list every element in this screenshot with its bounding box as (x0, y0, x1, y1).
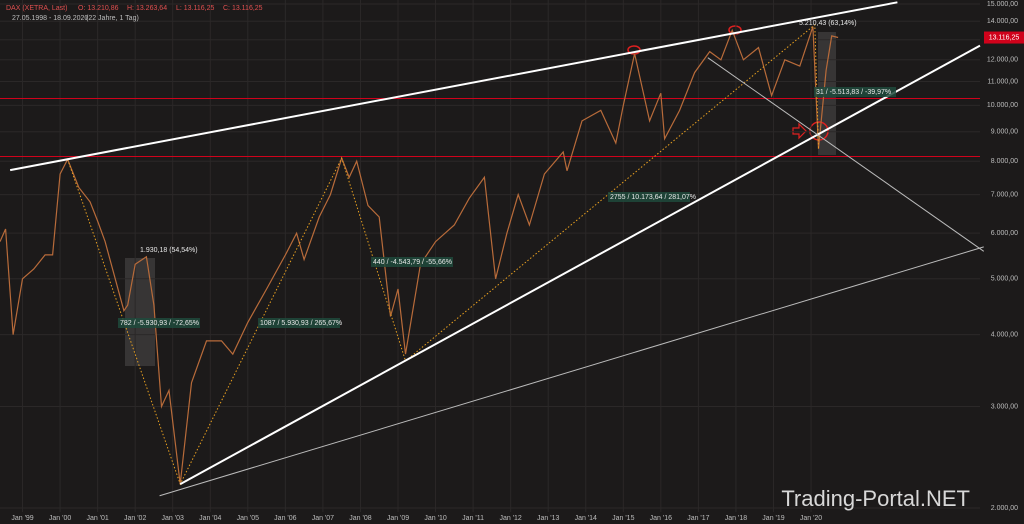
trend-line (159, 246, 984, 497)
ohlc: L: 13.116,25 (176, 5, 215, 12)
x-tick-label: Jan '14 (575, 515, 597, 522)
annotation-box (608, 192, 690, 202)
x-tick-label: Jan '15 (612, 515, 634, 522)
annotation: 782 / -5.930,93 / -72,65% (120, 320, 199, 327)
y-tick-label: 8.000,00 (991, 158, 1018, 165)
x-tick-label: Jan '16 (650, 515, 672, 522)
x-tick-label: Jan '06 (274, 515, 296, 522)
ohlc: O: 13.210,86 (78, 5, 119, 12)
annotation: 5.210,43 (63,14%) (799, 20, 857, 27)
price-tag (984, 31, 1024, 44)
x-tick-label: Jan '07 (312, 515, 334, 522)
y-tick-label: 6.000,00 (991, 230, 1018, 237)
x-tick-label: Jan '18 (725, 515, 747, 522)
trend-line (179, 44, 981, 486)
ohlc: C: 13.116,25 (223, 5, 263, 12)
y-tick-label: 7.000,00 (991, 191, 1018, 198)
x-tick-label: Jan '01 (86, 515, 108, 522)
y-tick-label: 11.000,00 (987, 78, 1018, 85)
price-tag-label: 13.116,25 (989, 34, 1020, 41)
y-tick-label: 10.000,00 (987, 102, 1018, 109)
x-tick-label: Jan '19 (762, 515, 784, 522)
y-tick-label: 2.000,00 (991, 505, 1018, 512)
y-tick-label: 5.000,00 (991, 276, 1018, 283)
range: 27.05.1998 - 18.09.2020 (12, 15, 88, 22)
annotation-box (118, 318, 200, 328)
annotation: 31 / -5.513,83 / -39,97% (816, 89, 891, 96)
annotation-box (258, 318, 340, 328)
x-tick-label: Jan '04 (199, 515, 221, 522)
trend-line (9, 1, 898, 172)
watermark: Trading-Portal.NET (781, 486, 970, 511)
x-tick-label: Jan '13 (537, 515, 559, 522)
y-tick-label: 12.000,00 (987, 57, 1018, 64)
x-tick-label: Jan '11 (462, 515, 484, 522)
x-tick-label: Jan '08 (349, 515, 371, 522)
annotation: 2755 / 10.173,64 / 281,07% (610, 194, 696, 201)
span: (22 Jahre, 1 Tag) (86, 15, 139, 22)
x-tick-label: Jan '99 (11, 515, 33, 522)
y-tick-label: 3.000,00 (991, 403, 1018, 410)
price-line (0, 26, 839, 485)
y-tick-label: 4.000,00 (991, 331, 1018, 338)
x-tick-label: Jan '03 (162, 515, 184, 522)
x-tick-label: Jan '00 (49, 515, 71, 522)
x-tick-label: Jan '02 (124, 515, 146, 522)
ohlc: H: 13.263,64 (127, 5, 167, 12)
annotation-box (814, 87, 896, 97)
trend-line (707, 57, 985, 252)
symbol: DAX (XETRA, Last) (6, 5, 67, 12)
x-tick-label: Jan '17 (687, 515, 709, 522)
x-tick-label: Jan '10 (424, 515, 446, 522)
x-tick-label: Jan '20 (800, 515, 822, 522)
y-tick-label: 9.000,00 (991, 129, 1018, 136)
annotation: 1087 / 5.930,93 / 265,67% (260, 320, 342, 327)
annotation-box (371, 257, 453, 267)
swing-line (67, 23, 820, 486)
y-tick-label: 14.000,00 (987, 18, 1018, 25)
annotation: 440 / -4.543,79 / -55,66% (373, 259, 452, 266)
x-tick-label: Jan '05 (237, 515, 259, 522)
x-tick-label: Jan '12 (499, 515, 521, 522)
y-tick-label: 15.000,00 (987, 1, 1018, 8)
marker-arrow (792, 122, 807, 140)
measure-box (125, 258, 155, 366)
annotation: 1.930,18 (54,54%) (140, 247, 198, 254)
x-tick-label: Jan '09 (387, 515, 409, 522)
